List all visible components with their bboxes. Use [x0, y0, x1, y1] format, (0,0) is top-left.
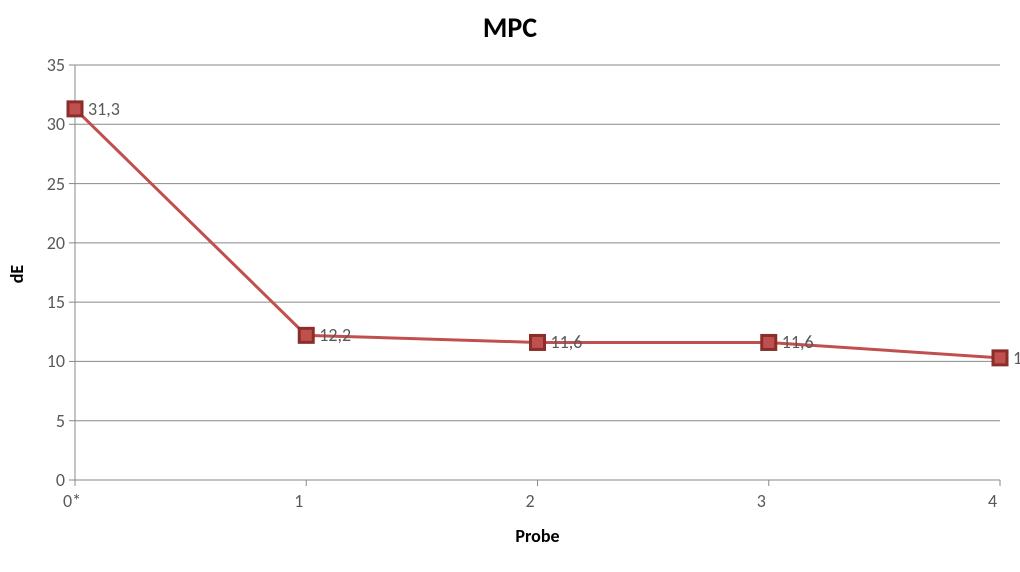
data-label: 11,6 [782, 331, 814, 353]
x-tick-label: 4 [988, 490, 997, 512]
data-label: 11,6 [551, 331, 583, 353]
y-tick-label: 30 [47, 113, 65, 135]
chart-container: MPC dE Probe 051015202530350*123431,312,… [0, 0, 1020, 572]
chart-svg [0, 0, 1020, 572]
y-tick-label: 5 [56, 410, 65, 432]
x-tick-label: 3 [757, 490, 766, 512]
y-tick-label: 35 [47, 54, 65, 76]
data-label: 12,2 [319, 324, 351, 346]
y-tick-label: 25 [47, 173, 65, 195]
x-tick-label: 2 [526, 490, 535, 512]
x-tick-label: 1 [294, 490, 303, 512]
x-tick-label: 0* [63, 490, 81, 512]
y-tick-label: 10 [47, 350, 65, 372]
y-tick-label: 20 [47, 232, 65, 254]
y-tick-label: 15 [47, 291, 65, 313]
data-label: 10,3 [1013, 347, 1020, 369]
y-tick-label: 0 [56, 469, 65, 491]
data-label: 31,3 [88, 98, 120, 120]
